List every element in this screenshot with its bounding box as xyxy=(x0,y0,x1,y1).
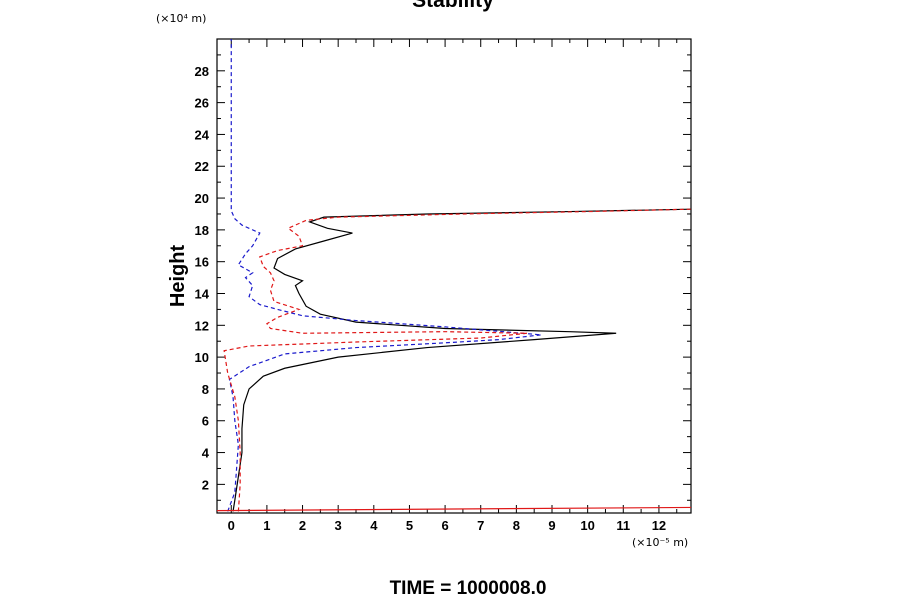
x-tick-label: 7 xyxy=(477,518,484,533)
y-tick-label: 16 xyxy=(195,255,209,270)
y-tick-label: 20 xyxy=(195,191,209,206)
y-tick-label: 10 xyxy=(195,350,209,365)
x-tick-label: 10 xyxy=(580,518,594,533)
time-readout: TIME = 1000008.0 xyxy=(390,578,547,599)
x-tick-label: 12 xyxy=(652,518,666,533)
series-line-dashed-blue xyxy=(227,39,542,512)
x-tick-label: 4 xyxy=(370,518,378,533)
x-tick-label: 1 xyxy=(263,518,270,533)
series-layer xyxy=(217,39,691,512)
y-tick-label: 12 xyxy=(195,318,209,333)
series-line-dashed-red xyxy=(223,208,691,512)
x-tick-label: 11 xyxy=(616,518,630,533)
x-tick-label: 3 xyxy=(335,518,342,533)
series-line-solid-black xyxy=(232,208,691,512)
y-axis-unit: (×10⁴ m) xyxy=(156,12,206,25)
y-tick-label: 14 xyxy=(195,286,210,301)
y-tick-label: 22 xyxy=(195,159,209,174)
y-tick-label: 6 xyxy=(202,414,209,429)
x-tick-label: 8 xyxy=(513,518,520,533)
chart-title: Stability xyxy=(412,0,494,12)
plot-frame xyxy=(216,38,692,514)
y-tick-label: 18 xyxy=(195,223,209,238)
y-tick-label: 26 xyxy=(195,96,209,111)
x-tick-label: 6 xyxy=(441,518,448,533)
y-tick-label: 8 xyxy=(202,382,209,397)
y-tick-label: 2 xyxy=(202,477,209,492)
y-tick-label: 24 xyxy=(195,127,210,142)
series-line-near-zero-base xyxy=(217,506,691,512)
x-axis-unit: (×10⁻⁵ m) xyxy=(632,536,688,549)
x-tick-label: 9 xyxy=(548,518,555,533)
y-tick-label: 28 xyxy=(195,64,209,79)
y-tick-label: 4 xyxy=(202,446,210,461)
x-tick-label: 5 xyxy=(406,518,413,533)
x-tick-label: 2 xyxy=(299,518,306,533)
x-tick-label: 0 xyxy=(228,518,235,533)
y-axis-title: Height xyxy=(167,245,189,308)
